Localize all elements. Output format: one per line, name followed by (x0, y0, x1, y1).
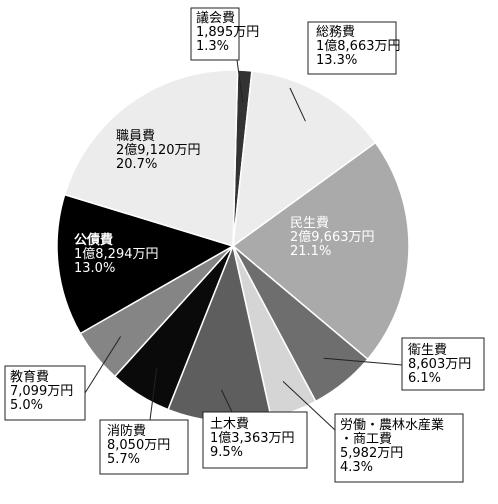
slice-label-1-line-2: 13.3% (316, 53, 357, 68)
leader-line-7 (84, 336, 122, 394)
slice-label-3-line-0: 衛生費 (408, 343, 447, 358)
slice-label-3-line-2: 6.1% (408, 371, 441, 386)
slice-label-7-line-1: 7,099万円 (10, 384, 73, 399)
label-box-7 (4, 365, 86, 421)
slice-label-6-line-0: 消防費 (107, 423, 146, 439)
slice-label-3-line-1: 8,603万円 (408, 357, 471, 372)
slice-label-4-line-1: ・商工費 (340, 432, 392, 447)
slice-label-4-line-3: 4.3% (340, 460, 373, 475)
slice-label-2-line-2: 21.1% (290, 244, 331, 259)
slice-label-8-line-1: 1億8,294万円 (74, 246, 159, 262)
slice-label-2-line-0: 民生費 (290, 216, 329, 231)
slice-label-7-line-2: 5.0% (10, 398, 43, 413)
slice-label-8-line-2: 13.0% (74, 261, 115, 276)
slice-label-0-line-0: 議会費 (196, 11, 235, 26)
label-box-5 (202, 411, 308, 469)
leader-line-1 (289, 87, 306, 122)
slice-label-5-line-0: 土木費 (210, 417, 249, 432)
slice-label-4-line-2: 5,982万円 (340, 446, 403, 461)
label-box-0 (190, 7, 240, 61)
slice-label-2-line-1: 2億9,663万円 (290, 229, 375, 245)
slice-label-1-line-0: 総務費 (316, 25, 355, 40)
slice-label-6-line-1: 8,050万円 (107, 438, 170, 453)
slice-label-7-line-0: 教育費 (10, 369, 49, 385)
pie-slice-1 (232, 70, 377, 248)
slice-label-0-line-2: 1.3% (196, 39, 229, 54)
label-box-1 (307, 21, 397, 75)
leader-line-0 (236, 59, 244, 103)
slice-label-5-line-1: 1億3,363万円 (210, 430, 295, 446)
slice-label-0-line-1: 1,895万円 (196, 25, 259, 40)
slice-label-9-line-2: 20.7% (116, 157, 157, 172)
slice-label-9-line-1: 2億9,120万円 (116, 142, 201, 158)
slice-label-8-line-0: 公債費 (74, 232, 113, 248)
leader-line-5 (221, 389, 233, 413)
slice-label-1-line-1: 1億8,663万円 (316, 38, 401, 54)
label-box-4 (334, 413, 464, 483)
leader-line-6 (149, 368, 158, 421)
slice-label-9-line-0: 職員費 (116, 129, 155, 144)
leader-line-3 (323, 357, 403, 366)
pie-slice-9 (63, 69, 239, 248)
label-box-6 (99, 419, 189, 475)
label-box-3 (401, 337, 485, 391)
pie-slice-8 (56, 193, 235, 335)
slice-label-5-line-2: 9.5% (210, 445, 243, 460)
slice-label-6-line-2: 5.7% (107, 452, 140, 467)
pie-slice-2 (231, 141, 410, 361)
leader-line-4 (282, 381, 336, 431)
slice-label-4-line-0: 労働・農林水産業 (340, 417, 444, 433)
